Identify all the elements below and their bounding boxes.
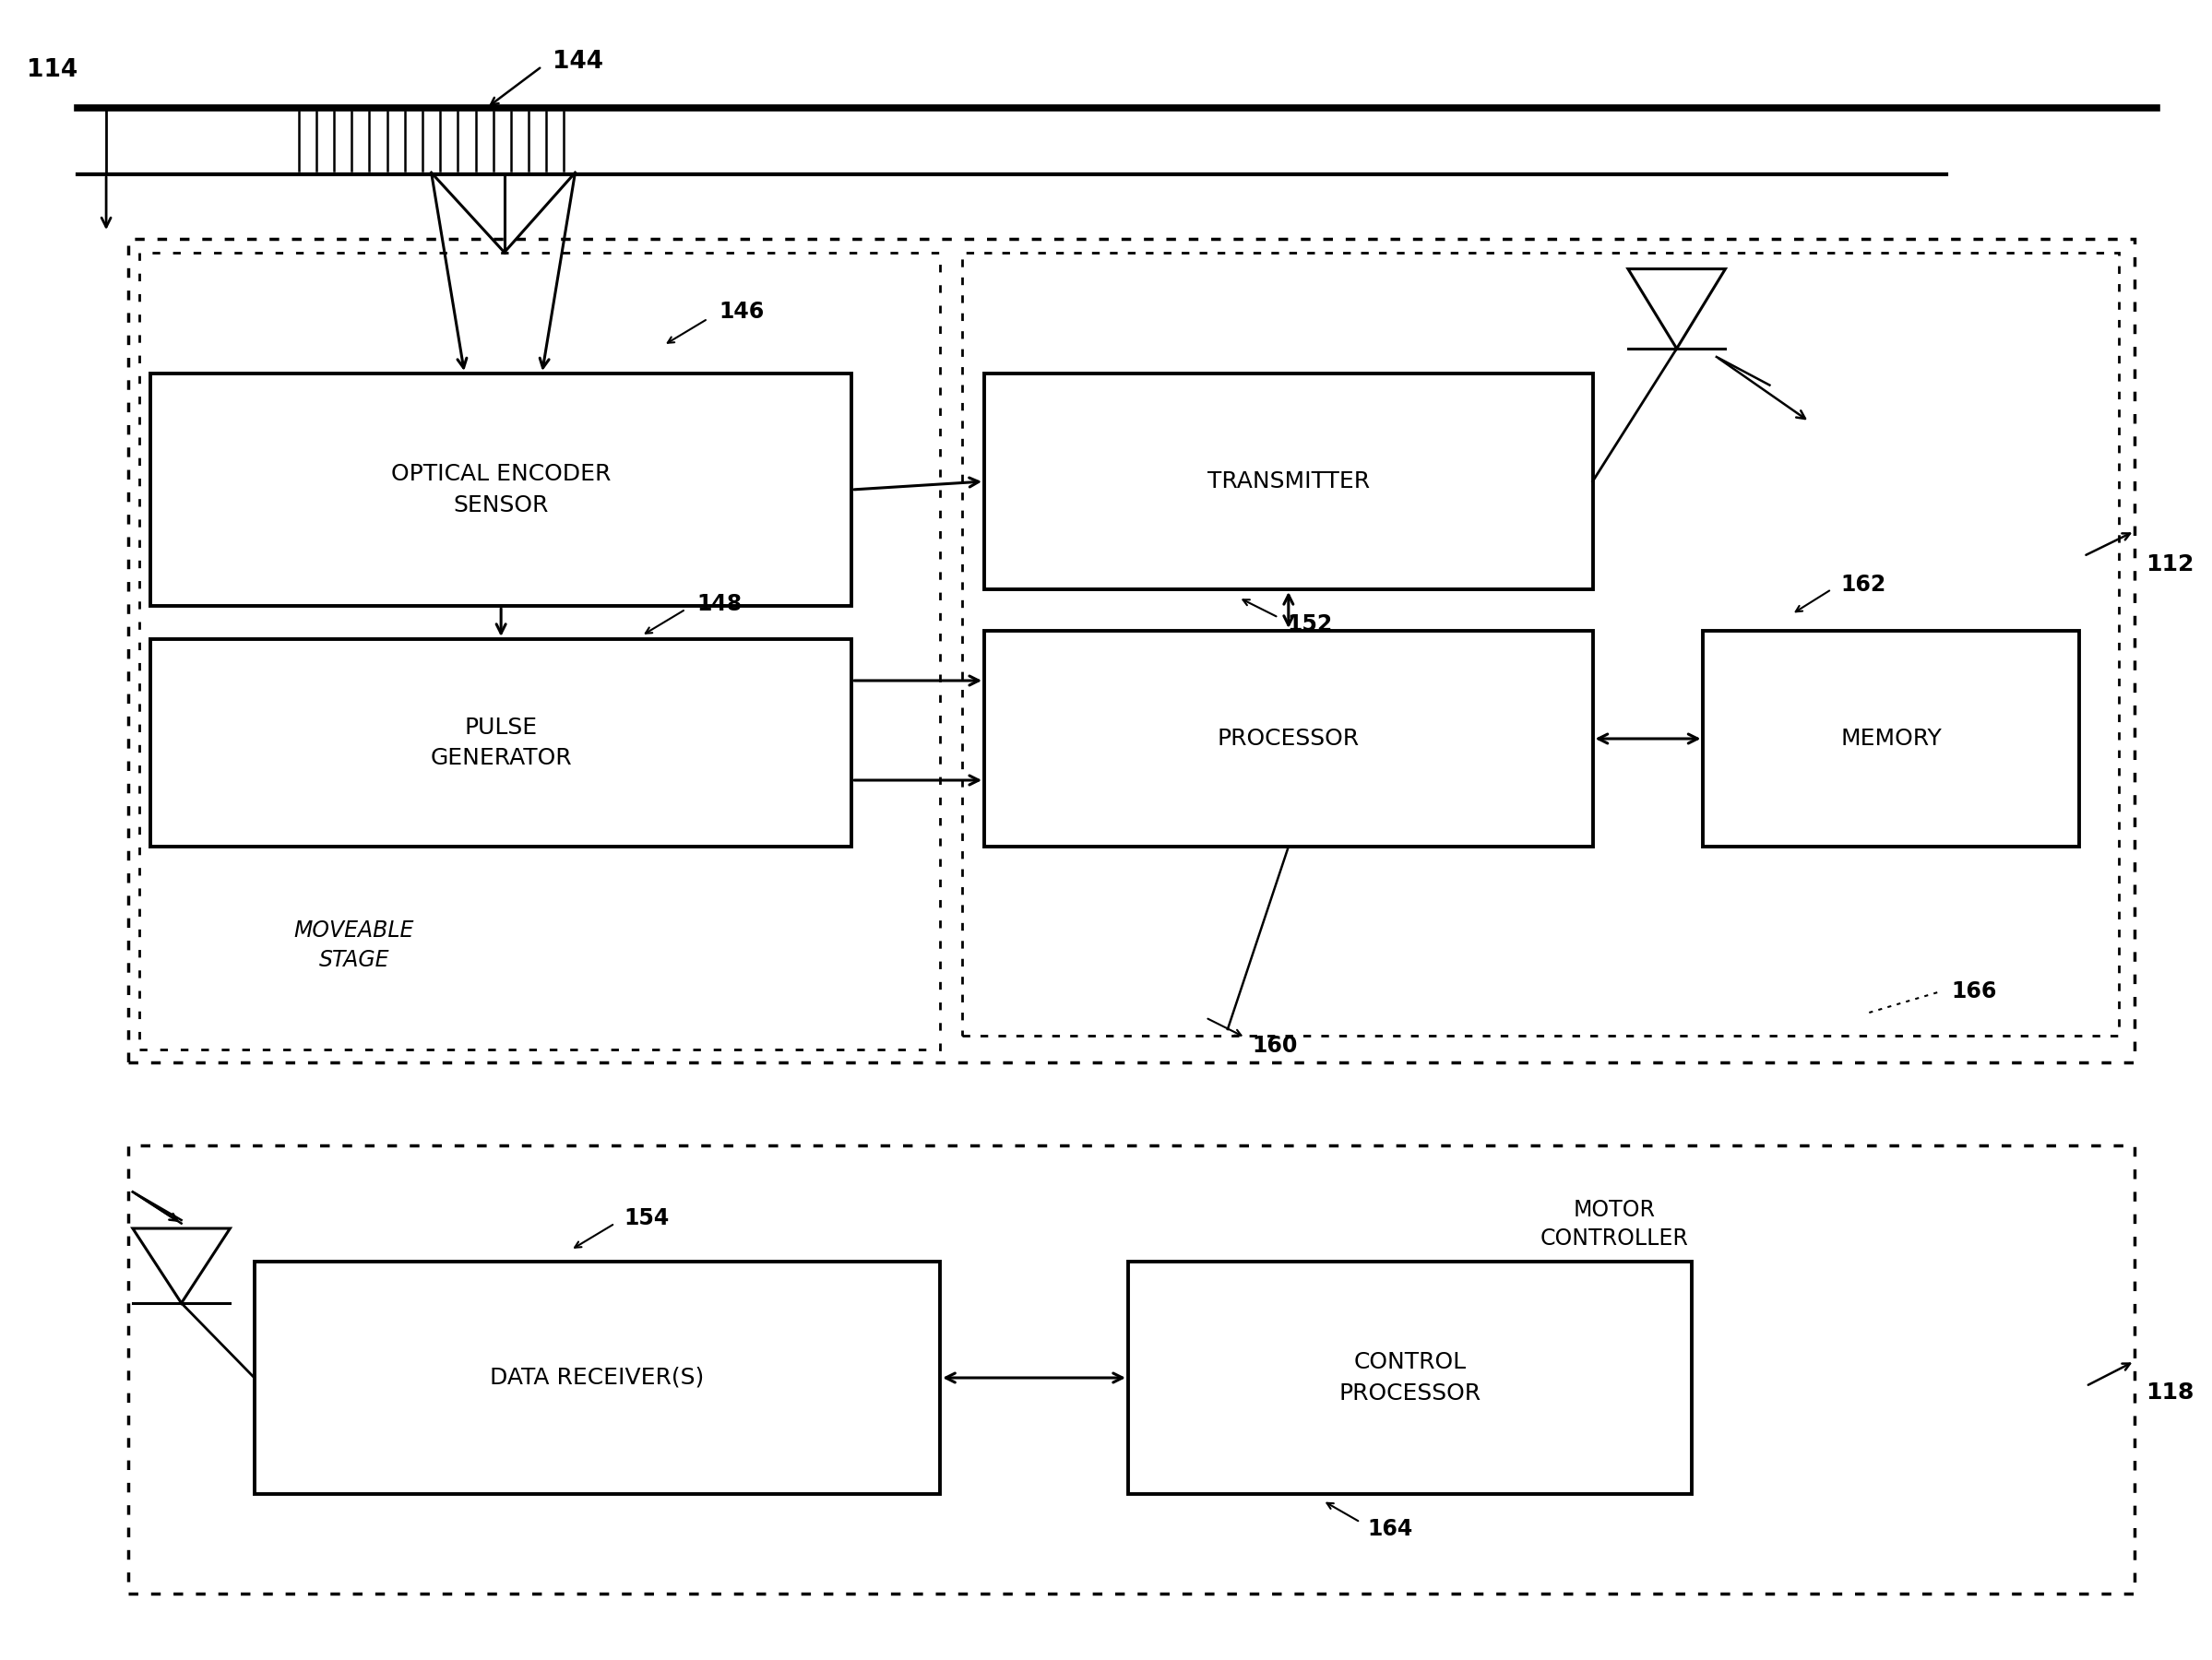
Text: MOTOR
CONTROLLER: MOTOR CONTROLLER: [1540, 1199, 1690, 1250]
Text: PROCESSOR: PROCESSOR: [1217, 727, 1360, 750]
Text: 112: 112: [2146, 553, 2194, 576]
Bar: [150, 639, 852, 847]
Text: OPTICAL ENCODER
SENSOR: OPTICAL ENCODER SENSOR: [392, 463, 611, 516]
Bar: [150, 374, 852, 606]
Text: PULSE
GENERATOR: PULSE GENERATOR: [429, 717, 573, 769]
Bar: [984, 374, 1593, 589]
Text: 152: 152: [1287, 613, 1334, 636]
Text: 164: 164: [1367, 1517, 1413, 1540]
Text: 144: 144: [553, 50, 604, 73]
Text: 148: 148: [697, 593, 743, 616]
Bar: [984, 631, 1593, 847]
Text: 146: 146: [719, 300, 765, 324]
Bar: [1703, 631, 2079, 847]
Text: CONTROL
PROCESSOR: CONTROL PROCESSOR: [1338, 1351, 1482, 1404]
Text: MOVEABLE
STAGE: MOVEABLE STAGE: [294, 920, 414, 971]
Text: MEMORY: MEMORY: [1840, 727, 1942, 750]
Text: 114: 114: [27, 58, 77, 81]
Text: 162: 162: [1840, 573, 1887, 596]
Text: TRANSMITTER: TRANSMITTER: [1208, 470, 1369, 493]
Text: 166: 166: [1951, 979, 1997, 1003]
Text: DATA RECEIVER(S): DATA RECEIVER(S): [491, 1366, 703, 1389]
Bar: [254, 1262, 940, 1494]
Text: 154: 154: [624, 1207, 670, 1230]
Bar: [1128, 1262, 1692, 1494]
Text: 160: 160: [1252, 1034, 1298, 1057]
Text: 118: 118: [2146, 1381, 2194, 1404]
